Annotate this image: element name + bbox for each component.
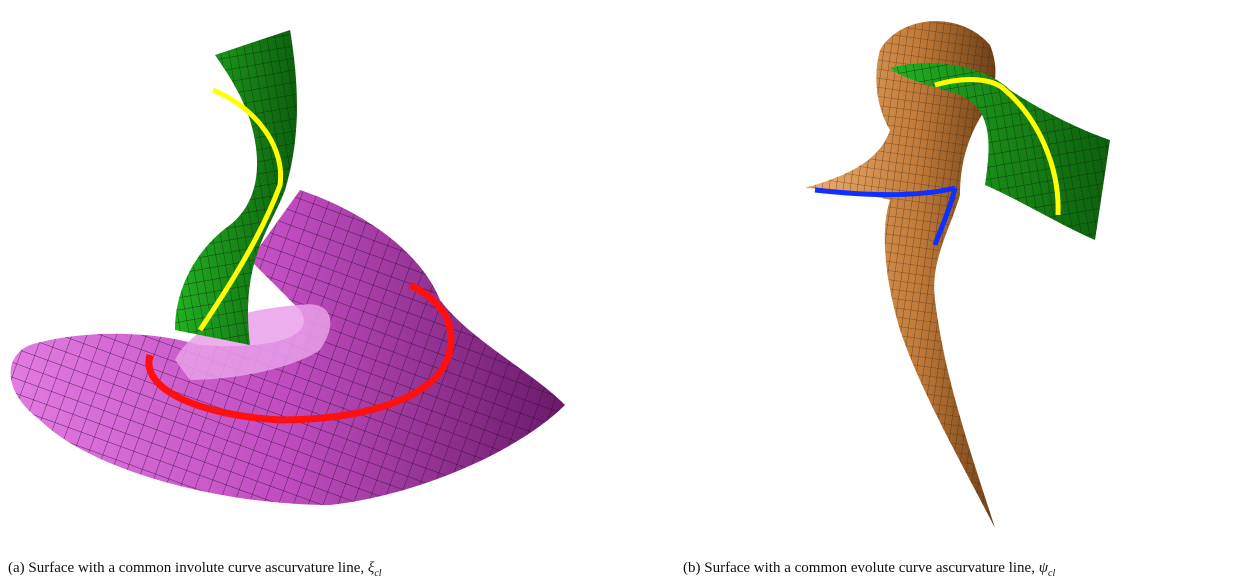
caption-label: (b) (683, 560, 701, 576)
magenta-inner (175, 304, 331, 380)
caption-symbol: ψ (1038, 560, 1049, 576)
green-patch-grid (890, 63, 1110, 240)
yellow-curve (197, 87, 284, 332)
blue-curve (814, 185, 958, 246)
caption-b: (b) Surface with a common evolute curve … (683, 560, 1055, 579)
green-grid (175, 30, 297, 345)
caption-a: (a) Surface with a common involute curve… (8, 560, 382, 579)
red-curve (145, 281, 455, 424)
caption-label: (a) (8, 560, 25, 576)
brown-grid (805, 21, 996, 529)
surface-a (10, 30, 566, 505)
yellow-curve-b (934, 77, 1061, 216)
surface-b (805, 21, 1110, 529)
caption-text: Surface with a common evolute curve ascu… (704, 560, 1035, 576)
caption-subscript: cl (1048, 568, 1056, 579)
caption-symbol: ξ (367, 560, 375, 576)
caption-text: Surface with a common involute curve asc… (28, 560, 365, 576)
caption-subscript: cl (374, 568, 382, 579)
